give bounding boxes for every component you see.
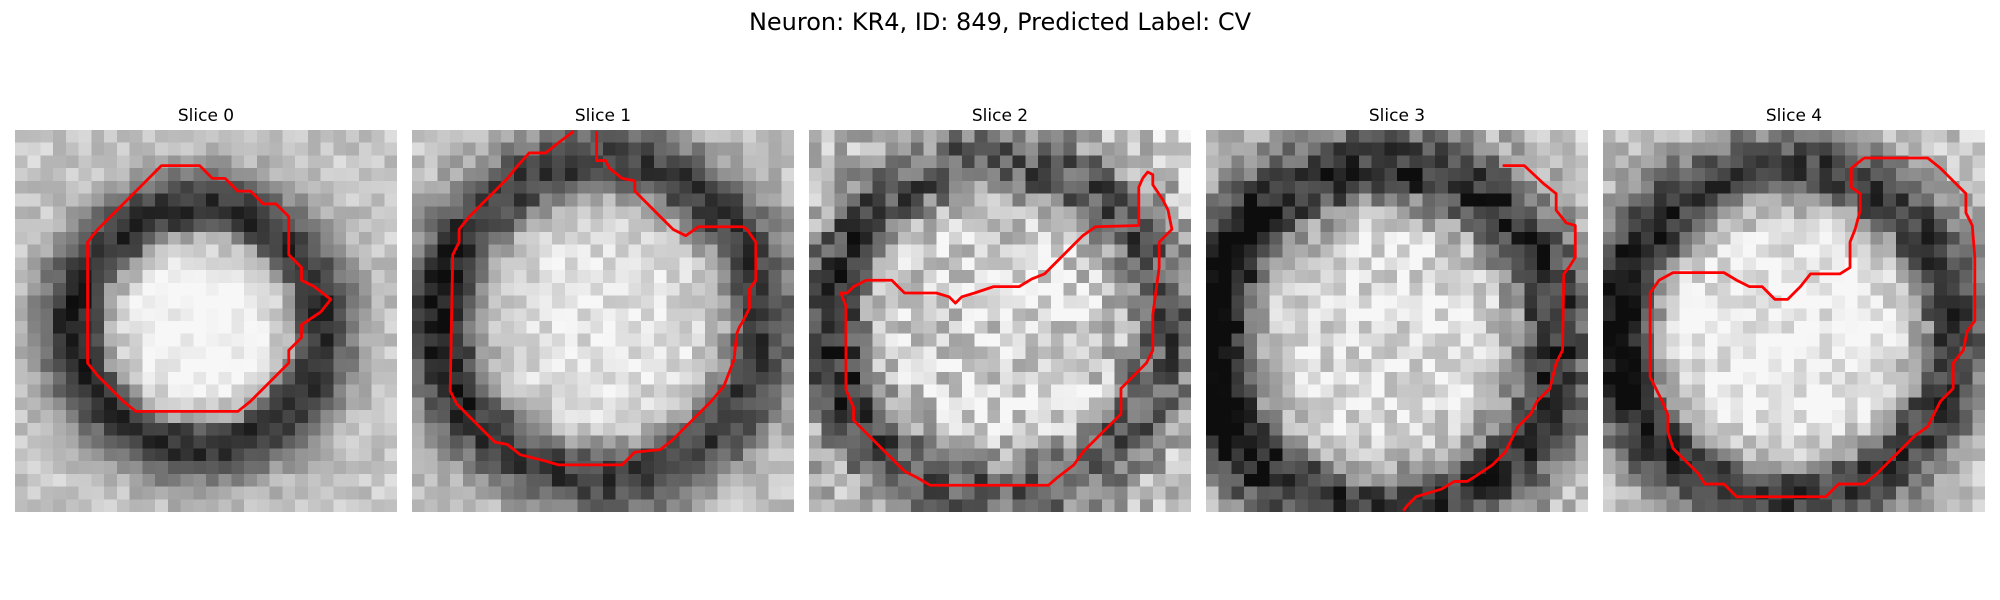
pixel-grid [1603,130,1985,512]
pixel-grid [809,130,1191,512]
slice-panel-2: Slice 2 [809,105,1191,512]
slice-image [1603,130,1985,512]
segmentation-contour [1648,156,1977,499]
slice-panel-4: Slice 4 [1603,105,1985,512]
segmentation-contour [86,164,333,413]
slice-image [809,130,1191,512]
slice-image [412,130,794,512]
slice-title: Slice 0 [177,106,235,126]
segmentation-contour [839,170,1174,487]
slice-image [1206,130,1588,512]
slice-panel-1: Slice 1 [412,105,794,512]
slice-image [15,130,397,512]
slice-panel-3: Slice 3 [1206,105,1588,512]
pixel-grid [412,130,794,512]
segmentation-contour [448,130,758,467]
segmentation-contour [1402,164,1577,512]
slice-title: Slice 3 [1368,106,1426,126]
pixel-grid [15,130,397,512]
pixel-grid [1206,130,1588,512]
slice-panel-0: Slice 0 [15,105,397,512]
slice-title: Slice 1 [574,106,632,126]
slice-title: Slice 2 [971,106,1029,126]
slice-title: Slice 4 [1765,106,1823,126]
figure-title: Neuron: KR4, ID: 849, Predicted Label: C… [748,8,1252,36]
